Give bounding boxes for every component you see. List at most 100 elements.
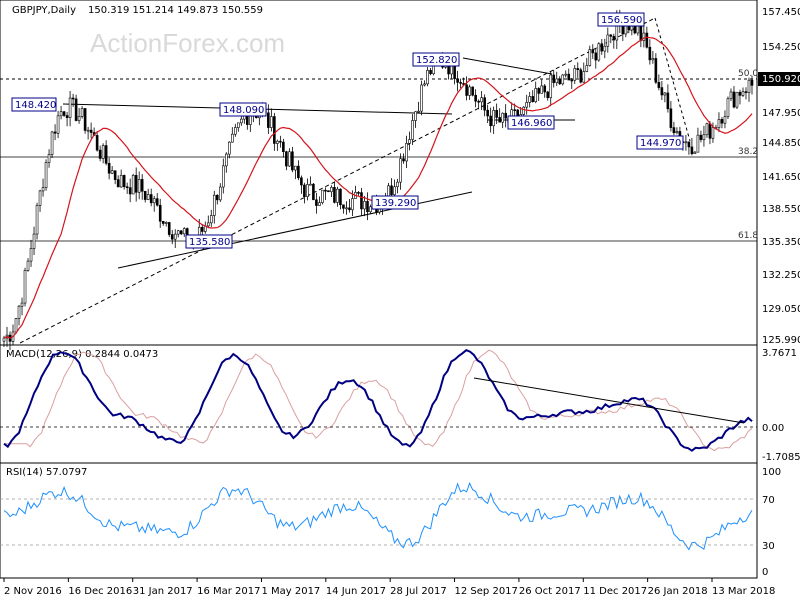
rsi-tick-label: 100 (762, 467, 781, 478)
candle-body (101, 145, 105, 159)
candle-body (294, 165, 297, 171)
candle-body (143, 190, 147, 200)
price-tick-label: 132.250 (762, 270, 800, 281)
candle-body (702, 134, 706, 140)
candle-body (456, 78, 459, 83)
candle-body (234, 127, 237, 135)
candle-body (44, 162, 48, 188)
candle-body (579, 69, 583, 83)
candle-body (657, 81, 661, 88)
candle-body (600, 43, 604, 52)
candle-body (32, 233, 36, 249)
x-tick-label: 12 Sep 2017 (455, 586, 518, 597)
candle-body (411, 120, 414, 140)
candle-body (423, 83, 426, 86)
candle-body (224, 153, 228, 167)
candle-body (459, 82, 462, 84)
candle-body (324, 189, 327, 192)
candle-body (110, 170, 114, 174)
candle-body (342, 204, 345, 209)
candle-body (152, 198, 156, 204)
annotation-box (412, 52, 460, 67)
candle-body (38, 190, 42, 206)
annotation-label: 146.960 (511, 118, 552, 129)
candle-body (474, 94, 477, 102)
candle-body (420, 84, 423, 112)
current-price-box (758, 72, 800, 86)
candle-body (297, 165, 300, 179)
candle-body (98, 149, 102, 159)
candle-body (369, 206, 372, 213)
candle-body (237, 122, 240, 128)
candle-body (492, 110, 495, 127)
annotation-box (219, 102, 267, 117)
symbol-header: GBPJPY,Daily (12, 5, 76, 16)
x-tick-label: 1 May 2017 (261, 586, 320, 597)
candle-body (276, 140, 279, 144)
candle-body (690, 146, 694, 155)
annotations: 148.420 148.090 135.580 139.290 152.820 … (11, 12, 684, 249)
candle-body (609, 34, 613, 37)
candle-body (408, 139, 411, 144)
rsi-tick-label: 30 (762, 541, 775, 552)
candle-body (417, 110, 420, 113)
candle-body (167, 222, 171, 235)
ohlc-header: 150.319 151.214 149.873 150.559 (88, 5, 263, 16)
candle-body (663, 92, 667, 96)
macd-tick-label: 3.7671 (762, 348, 797, 359)
candle-body (570, 79, 574, 82)
candle-body (246, 115, 249, 125)
candle-body (89, 129, 93, 133)
current-price-label: 150.920 (762, 74, 800, 85)
annotation-label: 148.420 (15, 100, 56, 111)
annotation-label: 135.580 (189, 237, 230, 248)
candle-body (534, 88, 538, 103)
candle-body (333, 187, 336, 203)
candle-body (41, 187, 45, 192)
candle-body (645, 32, 649, 48)
macd-series (3, 349, 753, 452)
candle-body (597, 43, 601, 61)
candle-body (348, 207, 351, 211)
candle-body (537, 88, 541, 94)
x-tick-label: 2 Nov 2016 (4, 586, 62, 597)
annotation-box (597, 12, 645, 27)
candle-body (351, 198, 354, 211)
candle-body (687, 141, 691, 148)
candle-body (282, 141, 285, 153)
candle-body (221, 165, 225, 188)
candle-body (399, 158, 402, 183)
annotation-box (11, 97, 57, 112)
candle-body (158, 204, 162, 222)
candle-body (720, 119, 724, 124)
candle-body (321, 189, 324, 203)
price-axis: 157.450 154.250 150.920 147.950 144.850 … (758, 7, 800, 346)
candle-body (747, 79, 751, 93)
candle-body (363, 201, 366, 210)
candle-body (447, 65, 450, 75)
annotation-label: 144.970 (640, 138, 681, 149)
candle-body (77, 116, 81, 121)
candle-body (231, 133, 234, 143)
rsi-tick-label: 70 (762, 495, 775, 506)
x-tick-label: 26 Jan 2018 (648, 586, 708, 597)
candle-body (414, 111, 417, 121)
candle-body (546, 91, 550, 99)
macd-tick-label: -1.7085 (762, 452, 800, 463)
candle-body (95, 135, 99, 151)
candle-body (555, 78, 559, 83)
candle-body (636, 25, 640, 34)
annotation-box (185, 234, 233, 249)
candle-body (366, 201, 369, 213)
candle-body (672, 127, 676, 134)
annotation-label: 156.590 (601, 15, 642, 26)
macd-header: MACD(12,26,9) 0.2844 0.0473 (6, 349, 158, 360)
fib-label-50: 50.0 (738, 69, 758, 79)
price-tick-label: 147.950 (762, 108, 800, 119)
candle-body (564, 73, 568, 76)
candle-body (738, 91, 742, 96)
candle-body (315, 199, 318, 206)
candle-body (591, 49, 595, 54)
trendline-sept (462, 57, 553, 75)
